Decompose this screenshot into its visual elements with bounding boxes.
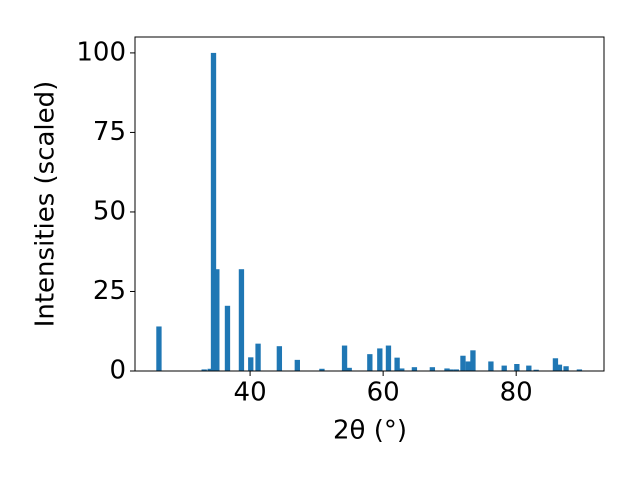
bar — [341, 345, 348, 371]
bar — [224, 305, 231, 371]
y-tick-label: 50 — [93, 196, 126, 226]
plot-frame — [134, 36, 605, 372]
bar — [514, 364, 520, 371]
bar — [367, 354, 373, 371]
bar — [377, 348, 383, 371]
y-tick-label: 75 — [93, 117, 126, 147]
bar — [444, 368, 450, 371]
bar — [563, 366, 569, 371]
y-tick-label: 25 — [93, 276, 126, 306]
bar — [248, 357, 254, 371]
x-tick-label: 80 — [500, 378, 533, 408]
bar — [533, 369, 539, 371]
y-tick-label: 0 — [109, 356, 126, 386]
bar — [576, 369, 583, 371]
x-axis-label: 2θ (°) — [333, 416, 407, 446]
bar — [201, 369, 207, 371]
y-axis-label: Intensities (scaled) — [31, 81, 61, 328]
bar — [214, 269, 220, 371]
bar — [453, 369, 459, 371]
bar — [156, 326, 162, 371]
bar — [552, 358, 559, 371]
bar — [238, 269, 245, 371]
bar — [465, 361, 471, 371]
bar — [210, 52, 217, 372]
bar — [394, 357, 400, 371]
bar — [460, 355, 466, 371]
bar — [319, 368, 325, 371]
bar — [276, 346, 283, 371]
y-tick-label: 100 — [76, 37, 126, 67]
bar — [399, 368, 405, 371]
x-tick-label: 40 — [234, 378, 267, 408]
bar — [556, 364, 563, 371]
bar — [411, 367, 418, 371]
bar — [470, 350, 476, 371]
bar — [526, 365, 532, 371]
x-tick-label: 60 — [367, 378, 400, 408]
bar — [385, 345, 392, 371]
bar — [255, 343, 261, 371]
bar — [448, 369, 454, 371]
bar — [207, 368, 213, 371]
bar — [429, 367, 436, 371]
bar — [294, 359, 300, 371]
bar — [501, 365, 507, 371]
bar — [346, 367, 352, 371]
bar — [488, 361, 494, 371]
